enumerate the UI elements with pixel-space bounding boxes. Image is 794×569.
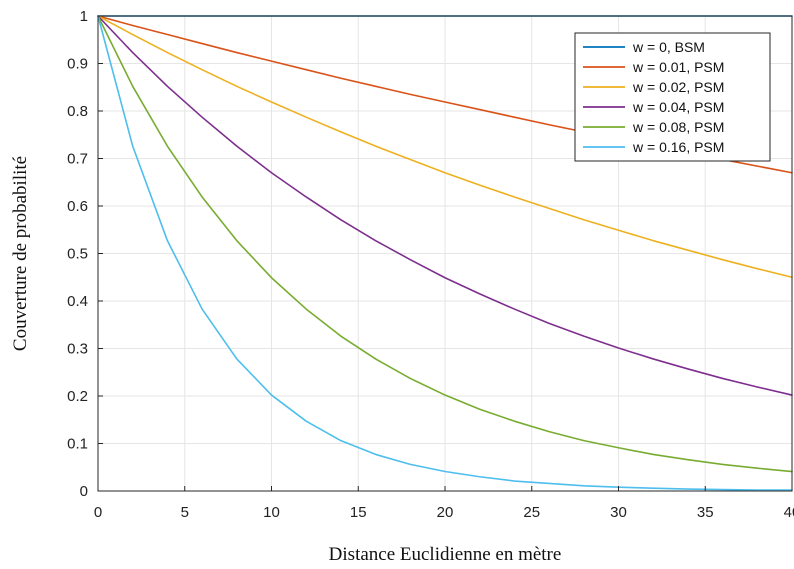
y-tick-label: 0.7	[67, 151, 88, 168]
legend-label: w = 0.01, PSM	[632, 59, 724, 75]
y-axis-ticks: 0 0.1 0.2 0.3 0.4 0.5 0.6 0.7 0.8 0.9 1	[67, 8, 103, 500]
x-tick-label: 20	[437, 504, 454, 521]
y-tick-label: 0.8	[67, 103, 88, 120]
x-tick-label: 25	[523, 504, 540, 521]
legend-label: w = 0.04, PSM	[632, 99, 724, 115]
x-tick-label: 15	[350, 504, 367, 521]
y-tick-label: 0.3	[67, 341, 88, 358]
y-tick-label: 1	[80, 8, 88, 25]
legend-label: w = 0.16, PSM	[632, 139, 724, 155]
legend: w = 0, BSM w = 0.01, PSM w = 0.02, PSM w = …	[574, 32, 771, 162]
x-tick-label: 0	[94, 504, 102, 521]
x-axis-ticks: 0 5 10 15 20 25 30 35 40	[94, 486, 794, 521]
series-line-4	[97, 15, 793, 473]
legend-box	[574, 32, 771, 162]
legend-label: w = 0.02, PSM	[632, 79, 724, 95]
y-tick-label: 0.4	[67, 293, 88, 310]
x-tick-label: 35	[697, 504, 714, 521]
legend-label: w = 0.08, PSM	[632, 119, 724, 135]
x-tick-label: 40	[784, 504, 794, 521]
legend-label: w = 0, BSM	[632, 39, 705, 55]
y-tick-label: 0.1	[67, 436, 88, 453]
series-line-2	[97, 15, 793, 279]
y-tick-label: 0.6	[67, 198, 88, 215]
x-tick-label: 10	[263, 504, 280, 521]
y-axis-title: Couverture de probabilité	[10, 156, 31, 351]
y-tick-label: 0	[80, 483, 88, 500]
x-tick-label: 30	[610, 504, 627, 521]
y-tick-label: 0.2	[67, 388, 88, 405]
y-tick-label: 0.5	[67, 246, 88, 263]
y-tick-label: 0.9	[67, 56, 88, 73]
grid-lines	[97, 15, 793, 492]
x-tick-label: 5	[181, 504, 189, 521]
x-axis-title: Distance Euclidienne en mètre	[329, 544, 562, 565]
series-line-5	[97, 15, 793, 491]
series-line-3	[97, 15, 793, 396]
